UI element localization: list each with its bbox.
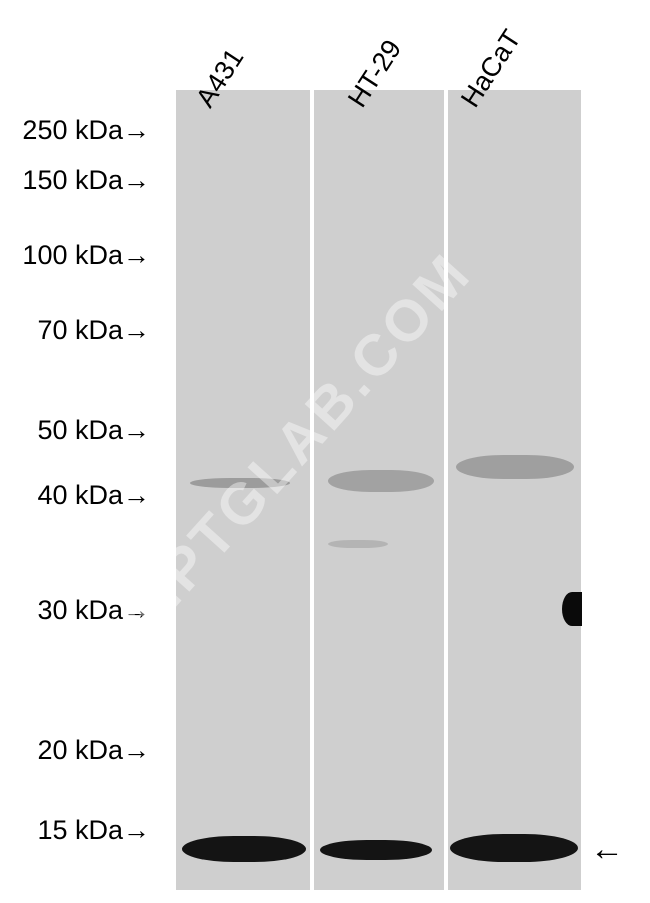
lane-divider (444, 90, 448, 890)
faint-band (190, 478, 290, 488)
mw-label: 150 kDa→ (22, 165, 150, 196)
protein-band (320, 840, 432, 860)
mw-label: 250 kDa→ (22, 115, 150, 146)
mw-label: 100 kDa→ (22, 240, 150, 271)
mw-label: 20 kDa→ (37, 735, 150, 766)
result-arrow-icon: ← (590, 830, 624, 869)
protein-band (182, 836, 306, 862)
western-blot-figure: A431HT-29HaCaT 250 kDa→150 kDa→100 kDa→7… (0, 0, 650, 903)
protein-band (450, 834, 578, 862)
edge-artifact (562, 592, 582, 626)
mw-label: 15 kDa→ (37, 815, 150, 846)
faint-band (328, 540, 388, 548)
lane-divider (310, 90, 314, 890)
faint-band (456, 455, 574, 479)
faint-band (328, 470, 434, 492)
mw-label: 40 kDa→ (37, 480, 150, 511)
mw-label: 50 kDa→ (37, 415, 150, 446)
mw-label: 30 kDa→ (37, 595, 150, 626)
mw-label: 70 kDa→ (37, 315, 150, 346)
